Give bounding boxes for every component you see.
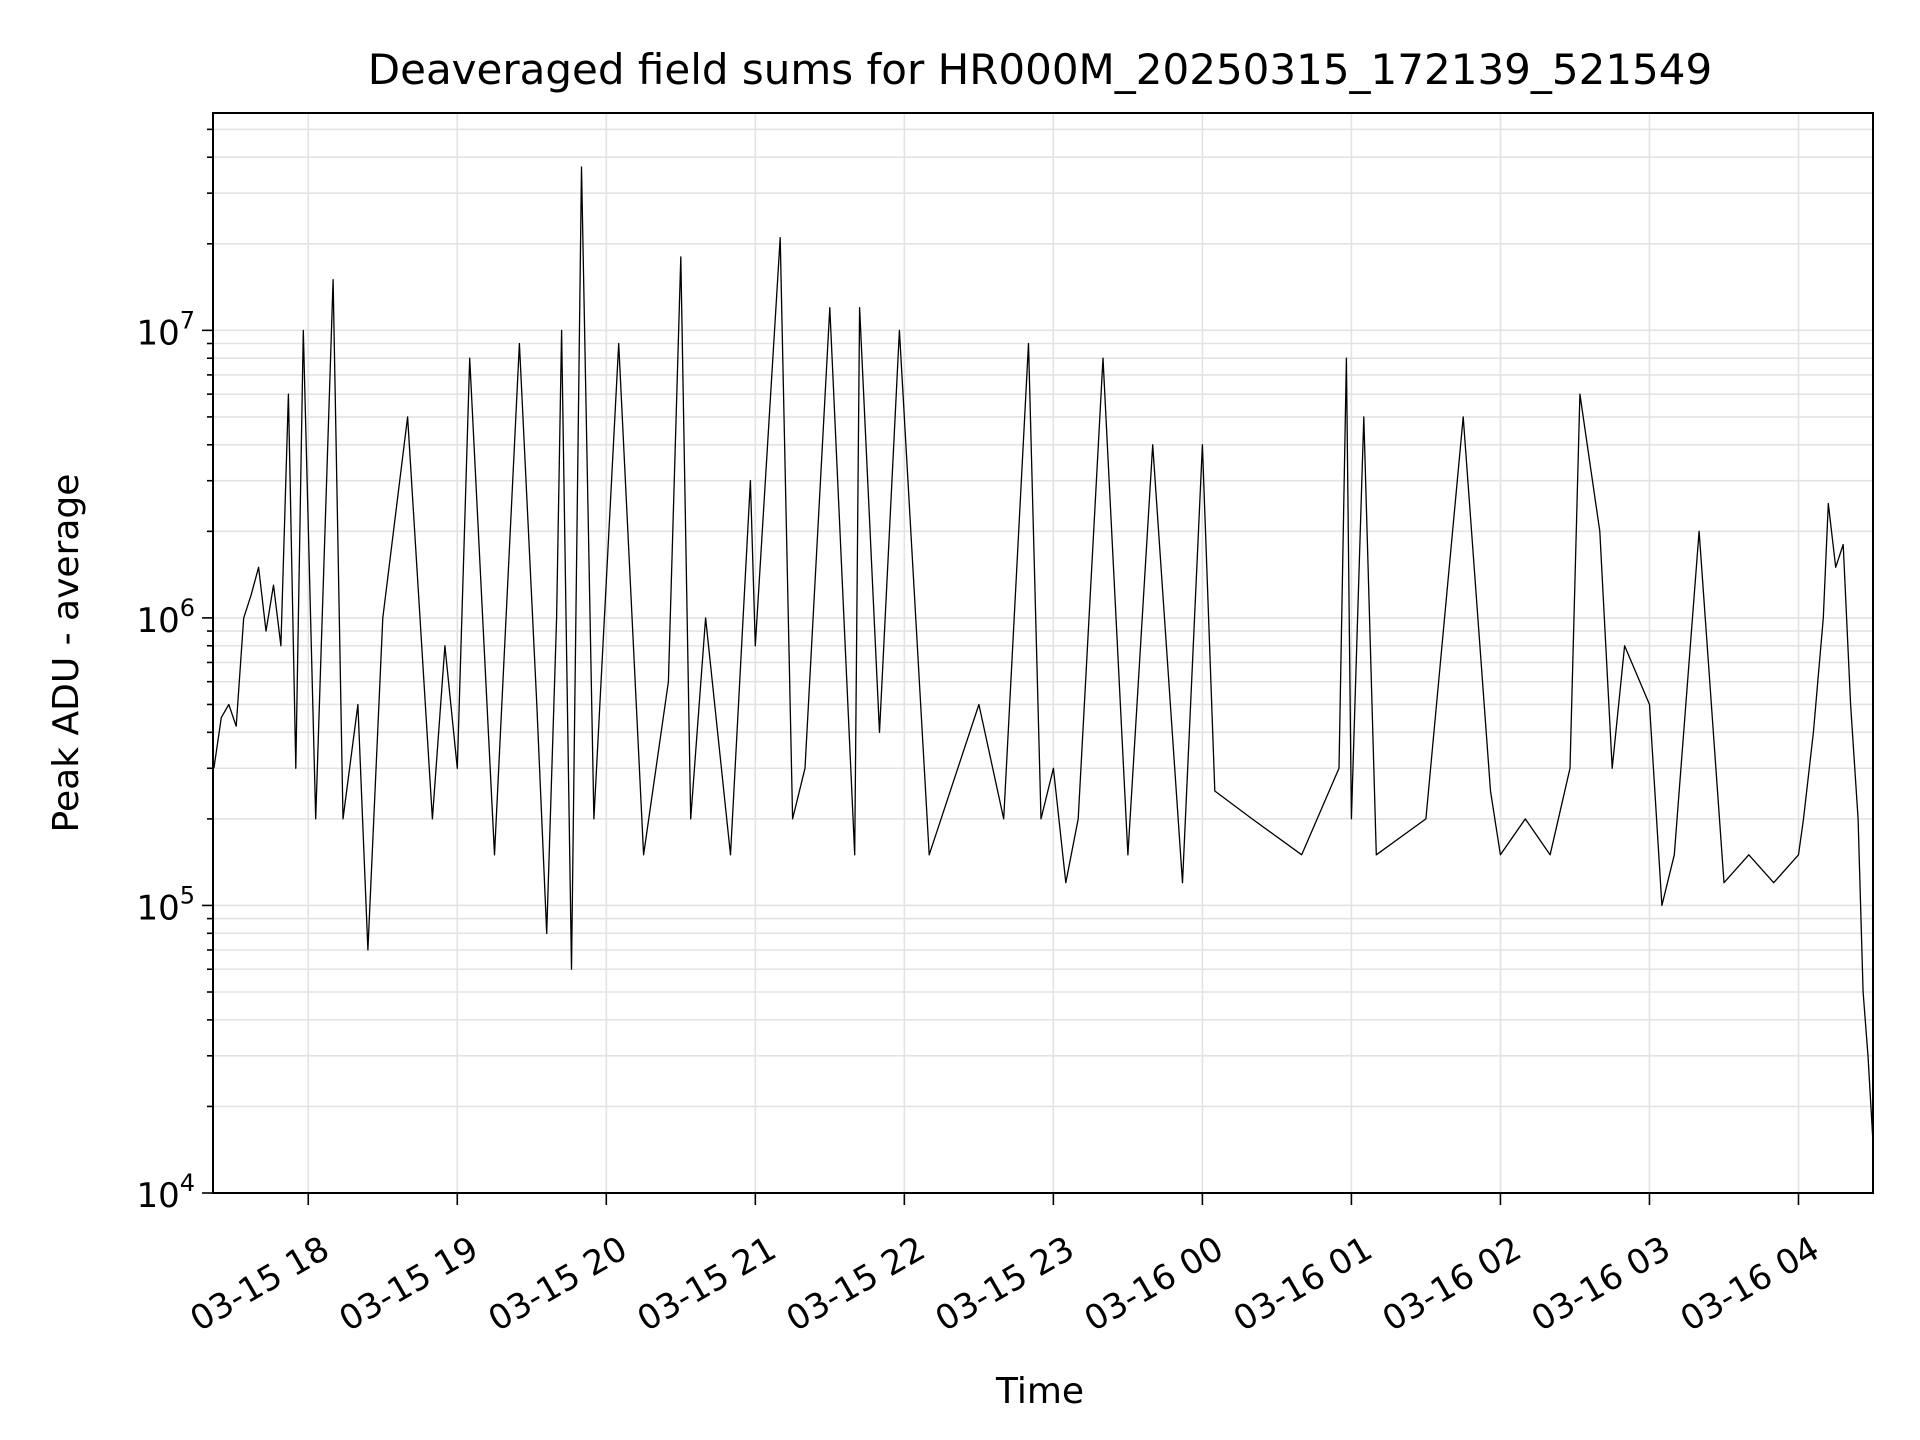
x-tick-label: 03-15 23 xyxy=(929,1229,1081,1340)
y-tick-label: 105 xyxy=(136,881,195,928)
y-tick-label: 104 xyxy=(136,1169,195,1216)
x-tick-label: 03-15 19 xyxy=(333,1229,485,1340)
plot-frame xyxy=(212,112,1874,1194)
x-tick-label: 03-16 01 xyxy=(1227,1229,1379,1340)
x-tick-label: 03-16 02 xyxy=(1376,1229,1528,1340)
y-tick-label: 107 xyxy=(136,306,195,353)
x-tick-label: 03-15 22 xyxy=(780,1229,932,1340)
x-axis-label: Time xyxy=(995,1371,1084,1412)
x-tick-label: 03-16 03 xyxy=(1525,1229,1677,1340)
y-tick-label: 106 xyxy=(136,594,195,641)
chart-title: Deaveraged field sums for HR000M_2025031… xyxy=(368,45,1712,94)
x-tick-label: 03-16 00 xyxy=(1078,1229,1230,1340)
y-axis-label: Peak ADU - average xyxy=(46,474,87,833)
x-tick-label: 03-16 04 xyxy=(1674,1229,1826,1340)
x-tick-label: 03-15 21 xyxy=(631,1229,783,1340)
series-line xyxy=(213,166,1874,1143)
x-tick-label: 03-15 20 xyxy=(482,1229,634,1340)
x-tick-label: 03-15 18 xyxy=(184,1229,336,1340)
